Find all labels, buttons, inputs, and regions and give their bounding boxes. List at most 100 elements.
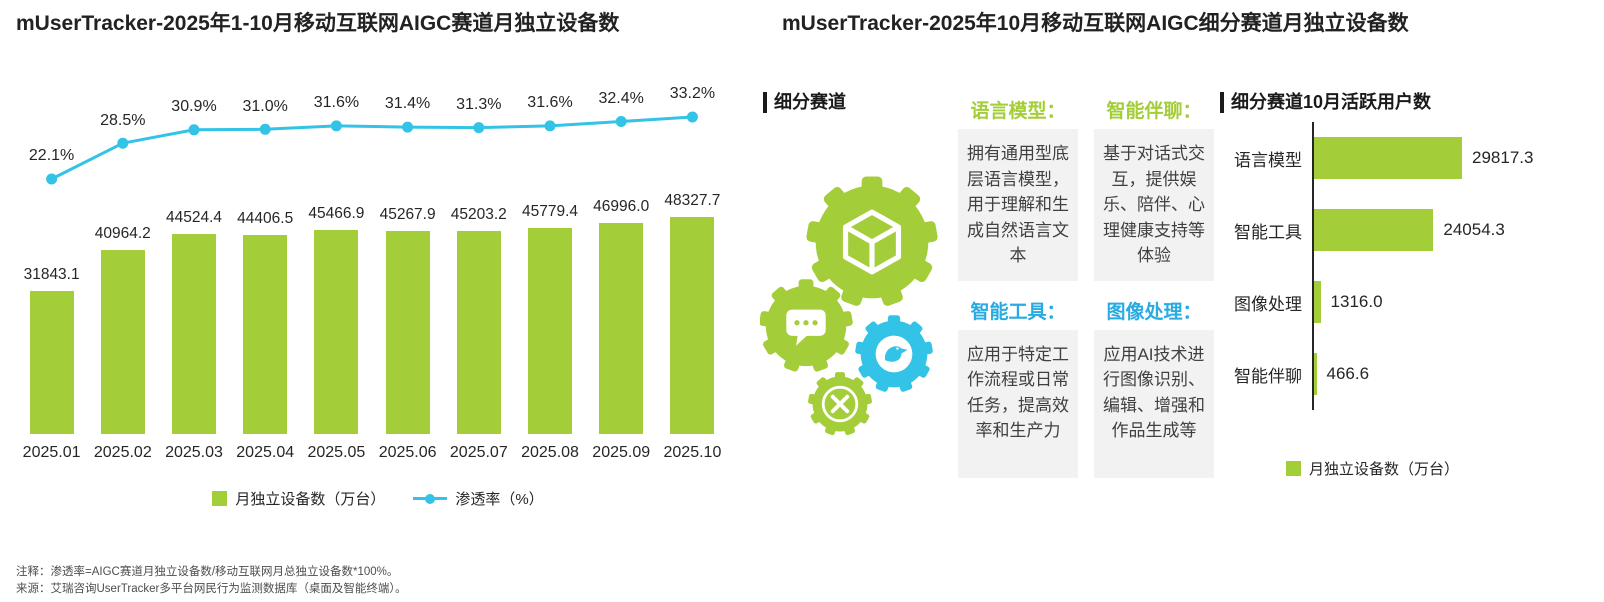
segment-section-label: 细分赛道 bbox=[763, 92, 846, 113]
card-smart-tools: 智能工具： 应用于特定工作流程或日常任务，提高效率和生产力 bbox=[958, 297, 1078, 478]
segment-bar-value: 29817.3 bbox=[1472, 148, 1534, 167]
legend-item-devices: 月独立设备数（万台） bbox=[212, 488, 385, 509]
device-bar bbox=[385, 231, 430, 435]
segment-hbar-chart: 语言模型 智能工具 图像处理 智能伴聊 29817.3 24054.3 1316.0 466… bbox=[1218, 122, 1533, 410]
line-point bbox=[330, 120, 342, 132]
left-chart-panel: mUserTracker-2025年1-10月移动互联网AIGC赛道月独立设备数… bbox=[16, 10, 740, 509]
hbar-category-label: 图像处理 bbox=[1234, 294, 1302, 314]
line-legend-label: 渗透率（%） bbox=[455, 491, 544, 509]
line-point bbox=[473, 122, 485, 134]
x-axis-label: 2025.02 bbox=[93, 444, 152, 462]
device-bar bbox=[100, 250, 145, 435]
card-title: 图像处理： bbox=[1106, 301, 1202, 323]
penetration-label: 32.4% bbox=[598, 89, 644, 107]
line-point bbox=[615, 116, 627, 128]
card-title: 智能工具： bbox=[970, 301, 1066, 323]
x-axis-labels: 2025.01 2025.02 2025.03 2025.04 2025.05 2025.… bbox=[16, 444, 728, 462]
right-chart-title: mUserTracker-2025年10月移动互联网AIGC细分赛道月独立设备数 bbox=[782, 12, 1409, 35]
legend-item-penetration: 渗透率（%） bbox=[413, 488, 544, 509]
right-chart-panel: mUserTracker-2025年10月移动互联网AIGC细分赛道月独立设备数… bbox=[760, 10, 1604, 570]
x-axis-label: 2025.04 bbox=[236, 444, 295, 462]
hbar-row: 1316.0 bbox=[1314, 266, 1533, 338]
x-axis-label: 2025.08 bbox=[521, 444, 579, 462]
card-image-processing: 图像处理： 应用AI技术进行图像识别、编辑、增强和作品生成等 bbox=[1094, 297, 1214, 478]
line-point bbox=[259, 124, 271, 136]
chat-bubble-icon bbox=[786, 309, 826, 346]
hbar-chart-label: 细分赛道10月活跃用户数 bbox=[1220, 92, 1431, 113]
line-point bbox=[188, 124, 200, 136]
hbar-row: 24054.3 bbox=[1314, 194, 1533, 266]
footnotes: 注释：渗透率=AIGC赛道月独立设备数/移动互联网月总独立设备数*100%。 来… bbox=[16, 564, 407, 599]
penetration-label: 31.0% bbox=[242, 97, 288, 115]
hbar-category-label: 智能工具 bbox=[1234, 222, 1302, 242]
gear-cluster-graphic bbox=[760, 176, 939, 436]
segment-bar-value: 466.6 bbox=[1326, 364, 1370, 383]
hbar-category-labels: 语言模型 智能工具 图像处理 智能伴聊 bbox=[1218, 122, 1312, 410]
device-bar-value: 40964.2 bbox=[94, 225, 151, 243]
penetration-label: 31.6% bbox=[313, 94, 360, 112]
line-point bbox=[544, 120, 556, 132]
segment-definitions: 语言模型： 拥有通用型底层语言模型，用于理解和生成自然语言文本 智能伴聊： 基于… bbox=[958, 96, 1214, 478]
segment-bar bbox=[1314, 137, 1462, 179]
penetration-label: 30.9% bbox=[171, 98, 217, 116]
right-legend: 月独立设备数（万台） bbox=[1286, 458, 1459, 479]
device-bar bbox=[29, 291, 74, 435]
line-point bbox=[686, 111, 698, 123]
hbar-plot: 29817.3 24054.3 1316.0 466.6 bbox=[1312, 122, 1533, 410]
device-bar bbox=[456, 231, 501, 435]
card-description: 基于对话式交互，提供娱乐、陪伴、心理健康支持等体验 bbox=[1094, 129, 1214, 281]
card-language-model: 语言模型： 拥有通用型底层语言模型，用于理解和生成自然语言文本 bbox=[958, 96, 1078, 281]
device-bar-value: 45267.9 bbox=[379, 206, 436, 224]
left-chart-title: mUserTracker-2025年1-10月移动互联网AIGC赛道月独立设备数 bbox=[16, 12, 620, 35]
device-bar-value: 45779.4 bbox=[521, 203, 578, 221]
x-axis-label: 2025.01 bbox=[22, 444, 81, 462]
device-combo-chart: 31843.1 22.1% 40964.2 28.5% 44524.4 30.9% 4440… bbox=[16, 85, 728, 435]
hbar-category-label: 语言模型 bbox=[1234, 150, 1302, 170]
x-axis-label: 2025.06 bbox=[378, 444, 437, 462]
card-ai-companion: 智能伴聊： 基于对话式交互，提供娱乐、陪伴、心理健康支持等体验 bbox=[1094, 96, 1214, 281]
x-axis-label: 2025.05 bbox=[307, 444, 366, 462]
device-bar bbox=[670, 217, 715, 435]
penetration-label: 28.5% bbox=[100, 111, 146, 129]
penetration-line bbox=[46, 111, 698, 185]
footnote-source: 来源：艾瑞咨询UserTracker多平台网民行为监测数据库（桌面及智能终端）。 bbox=[16, 582, 407, 595]
device-bar-value: 48327.7 bbox=[664, 192, 721, 210]
penetration-label: 31.6% bbox=[527, 94, 573, 112]
segment-bar-value: 1316.0 bbox=[1330, 292, 1383, 311]
segment-bar bbox=[1314, 209, 1434, 251]
line-point bbox=[46, 173, 58, 185]
device-bar-value: 45203.2 bbox=[450, 206, 507, 224]
bar-legend-swatch bbox=[212, 491, 228, 507]
penetration-label: 31.3% bbox=[456, 95, 502, 113]
tools-icon bbox=[821, 385, 859, 423]
hbar-legend-swatch bbox=[1286, 461, 1301, 476]
device-bar bbox=[599, 223, 644, 435]
card-description: 拥有通用型底层语言模型，用于理解和生成自然语言文本 bbox=[958, 129, 1078, 281]
x-axis-label: 2025.10 bbox=[663, 444, 722, 462]
x-axis-label: 2025.03 bbox=[165, 444, 223, 462]
segment-bar bbox=[1314, 281, 1321, 323]
line-point bbox=[402, 121, 414, 133]
device-bar-value: 44524.4 bbox=[165, 209, 222, 227]
device-bar bbox=[528, 228, 572, 435]
penetration-label: 22.1% bbox=[28, 147, 75, 165]
line-point bbox=[117, 137, 129, 149]
cube-icon bbox=[842, 209, 902, 275]
card-description: 应用AI技术进行图像识别、编辑、增强和作品生成等 bbox=[1094, 329, 1214, 478]
device-bar-value: 44406.5 bbox=[237, 210, 294, 228]
footnote-definition: 注释：渗透率=AIGC赛道月独立设备数/移动互联网月总独立设备数*100%。 bbox=[16, 565, 399, 578]
bar-legend-label: 月独立设备数（万台） bbox=[235, 491, 386, 509]
bird-icon bbox=[875, 335, 913, 373]
card-description: 应用于特定工作流程或日常任务，提高效率和生产力 bbox=[958, 329, 1078, 478]
x-axis-label: 2025.07 bbox=[449, 444, 508, 462]
device-bar bbox=[314, 230, 359, 435]
card-title: 智能伴聊： bbox=[1106, 101, 1202, 122]
hbar-row: 466.6 bbox=[1314, 338, 1533, 410]
left-legend: 月独立设备数（万台） 渗透率（%） bbox=[16, 488, 740, 509]
card-title: 语言模型： bbox=[970, 101, 1066, 122]
device-bar-value: 46996.0 bbox=[593, 198, 650, 216]
device-bar bbox=[172, 234, 216, 435]
segment-bar bbox=[1314, 353, 1317, 395]
device-bar bbox=[243, 235, 288, 435]
segment-bar-value: 24054.3 bbox=[1443, 220, 1505, 239]
